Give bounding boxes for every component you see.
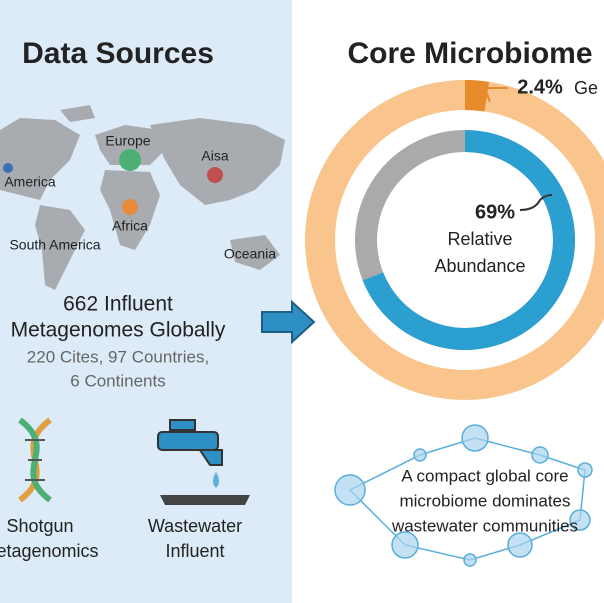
world-map xyxy=(0,105,285,290)
map-label: Europe xyxy=(105,133,150,149)
map-label: Oceania xyxy=(224,246,276,262)
caption: Relative xyxy=(447,229,512,249)
network xyxy=(334,424,593,567)
map-label: South America xyxy=(9,237,100,253)
dna-icon xyxy=(18,417,52,503)
map-labels: America Europe Aisa Africa South America… xyxy=(4,133,276,262)
summary-line: 220 Cites, 97 Countries, xyxy=(27,347,209,366)
map-label: Africa xyxy=(112,218,148,234)
panel-title: Data Sources xyxy=(22,37,214,70)
summary-line: 6 Continents xyxy=(70,371,165,390)
summary-line: Metagenomes Globally xyxy=(11,319,226,342)
source-label: Wastewater xyxy=(148,516,242,536)
map-dot xyxy=(207,167,223,183)
caption: Abundance xyxy=(434,256,525,276)
conclusion-line: A compact global core xyxy=(401,466,568,485)
source-label: Shotgun xyxy=(6,516,73,536)
donut xyxy=(305,80,604,400)
summary-line: 662 Influent xyxy=(63,293,173,316)
value-label: 2.4% xyxy=(517,76,563,98)
unit-label: Ge xyxy=(574,78,598,98)
arrow xyxy=(261,299,316,345)
leader-line xyxy=(519,194,553,211)
map-dot xyxy=(122,199,138,215)
map-dot xyxy=(119,149,141,171)
genus-segment xyxy=(465,80,490,112)
leader-line xyxy=(483,87,508,103)
source-label: Influent xyxy=(165,541,224,561)
panel-title: Core Microbiome xyxy=(347,37,592,70)
value-label: 69% xyxy=(475,201,515,223)
map-label: America xyxy=(4,174,56,190)
conclusion-line: microbiome dominates xyxy=(399,491,570,510)
source-label: Metagenomics xyxy=(0,541,99,561)
conclusion-line: wastewater communities xyxy=(391,516,578,535)
map-label: Aisa xyxy=(201,148,228,164)
faucet-icon xyxy=(157,419,250,505)
map-dot xyxy=(3,163,13,173)
